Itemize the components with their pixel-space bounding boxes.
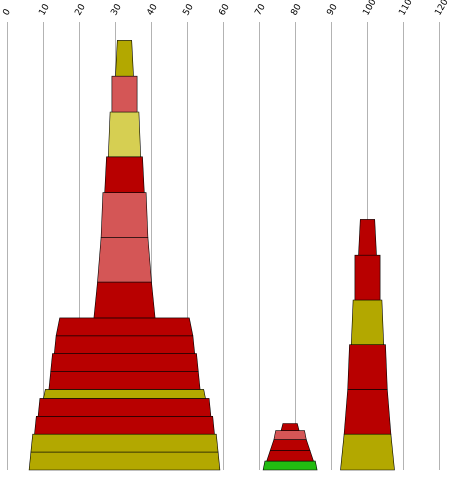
tower-3 — [340, 219, 395, 471]
tower-2-segment-1 — [262, 460, 318, 471]
towers — [28, 40, 395, 471]
tower-3-segment-5 — [354, 254, 381, 301]
tower-1-segment-1 — [28, 451, 221, 471]
tower-2-segment-5 — [280, 423, 300, 431]
x-tick-label: 70 — [253, 2, 268, 17]
grid-lines — [7, 22, 440, 470]
tower-2-segment-3 — [269, 439, 311, 451]
x-tick-label: 110 — [397, 0, 414, 18]
tower-1-segment-10 — [93, 281, 156, 319]
tower-1-segment-4 — [37, 398, 212, 417]
tower-2-segment-2 — [266, 449, 314, 462]
tower-2 — [262, 423, 318, 471]
tower-1-segment-7 — [50, 353, 199, 372]
tower-3-segment-6 — [358, 219, 377, 256]
tower-1-segment-13 — [104, 156, 145, 193]
tower-1-segment-14 — [107, 111, 142, 158]
x-tick-label: 120 — [433, 0, 450, 18]
x-tick-label: 80 — [289, 2, 304, 17]
tower-3-segment-3 — [347, 344, 388, 390]
tower-2-segment-4 — [273, 430, 307, 440]
tower-1-segment-3 — [34, 415, 215, 435]
x-tick-label: 100 — [361, 0, 378, 18]
x-tick-label: 50 — [181, 2, 196, 17]
tower-1-segment-6 — [48, 371, 201, 390]
tower-1-segment-11 — [97, 237, 152, 283]
x-tick-label: 90 — [325, 2, 340, 17]
tower-1-segment-15 — [111, 75, 138, 113]
x-tick-labels: 0 10 20 30 40 50 60 70 80 90 100 110 120 — [1, 0, 450, 18]
tower-1-segment-16 — [115, 40, 134, 77]
x-tick-label: 20 — [73, 2, 88, 17]
tower-3-segment-1 — [340, 433, 395, 471]
x-tick-label: 40 — [145, 2, 160, 17]
x-tick-label: 0 — [1, 7, 13, 17]
tower-1-segment-5 — [43, 389, 206, 399]
tower-1-segment-9 — [55, 317, 194, 337]
tower-3-segment-4 — [350, 299, 385, 346]
tower-1-segment-2 — [30, 433, 219, 453]
tower-1 — [28, 40, 221, 471]
tower-1-segment-8 — [53, 335, 196, 354]
x-tick-label: 60 — [217, 2, 232, 17]
x-tick-label: 30 — [109, 2, 124, 17]
tower-3-segment-2 — [343, 389, 392, 435]
x-tick-label: 10 — [37, 2, 52, 17]
tower-1-segment-12 — [100, 192, 149, 238]
